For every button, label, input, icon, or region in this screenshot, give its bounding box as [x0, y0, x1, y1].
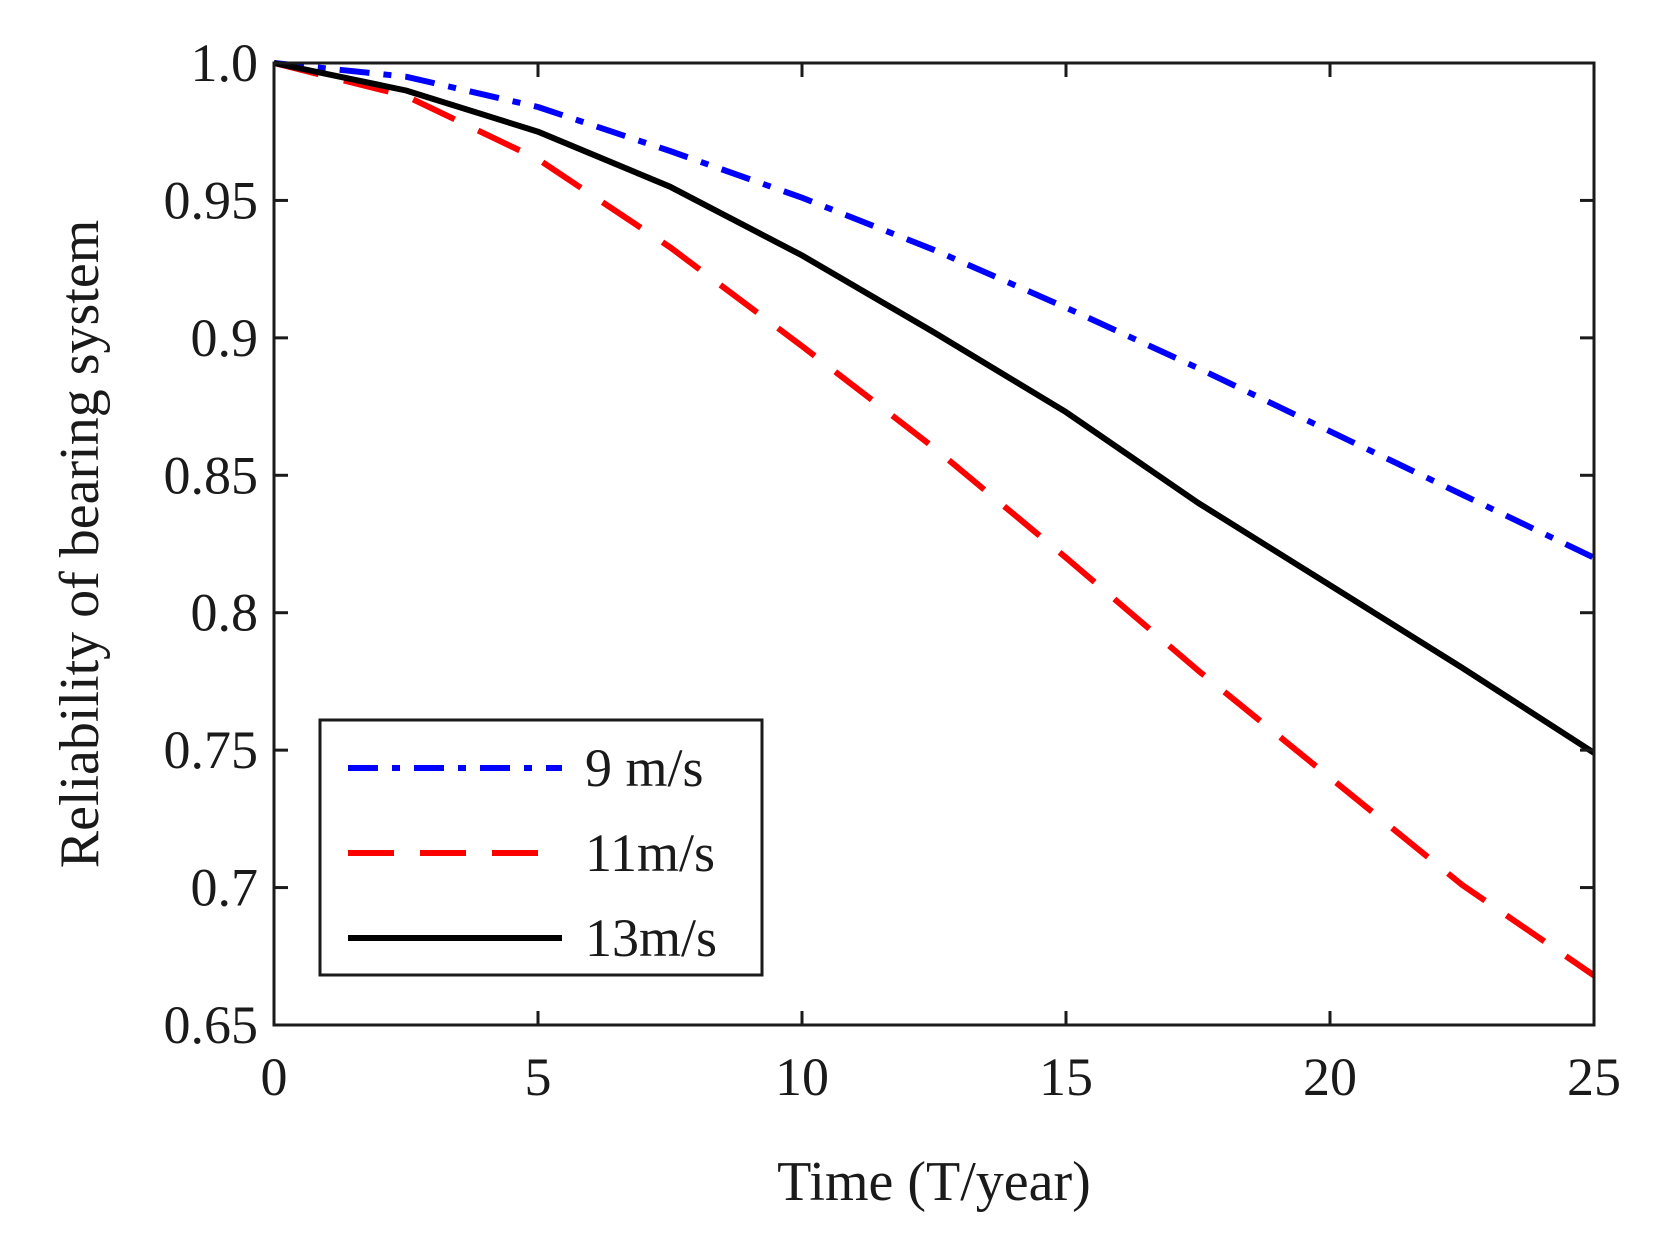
y-tick-label: 0.7 [191, 858, 259, 918]
y-tick-label: 0.65 [164, 995, 259, 1055]
y-tick-label: 0.8 [191, 583, 259, 643]
series-line-9-m-s [273, 60, 1596, 561]
x-tick-label: 25 [1567, 1047, 1621, 1107]
y-axis-label: Reliability of bearing system [49, 220, 111, 869]
ticks-layer: 0 5 10 15 20 25 0.65 0.7 0.75 0.8 0.85 0.9 0.95 1.0 [164, 33, 1622, 1107]
series-line-11m-s [273, 60, 1596, 978]
y-tick-label: 0.85 [164, 445, 259, 505]
y-tick-label: 0.75 [164, 720, 259, 780]
y-tick-label: 1.0 [191, 33, 259, 93]
x-tick-label: 10 [775, 1047, 829, 1107]
x-tick-label: 20 [1303, 1047, 1357, 1107]
x-tick-label: 0 [261, 1047, 288, 1107]
x-tick-label: 5 [525, 1047, 552, 1107]
legend-label: 9 m/s [585, 738, 704, 798]
legend: 9 m/s 11m/s 13m/s [318, 718, 764, 977]
series-line-13m-s [273, 60, 1596, 756]
axes-layer [272, 61, 1596, 1027]
y-tick-label: 0.95 [164, 170, 259, 230]
legend-label: 11m/s [585, 823, 715, 883]
x-tick-label: 15 [1039, 1047, 1093, 1107]
legend-label: 13m/s [585, 908, 717, 968]
plot-frame [272, 61, 1596, 1027]
legend-box [318, 718, 764, 977]
y-tick-label: 0.9 [191, 308, 259, 368]
x-axis-label: Time (T/year) [777, 1151, 1091, 1213]
series-layer [273, 60, 1596, 978]
